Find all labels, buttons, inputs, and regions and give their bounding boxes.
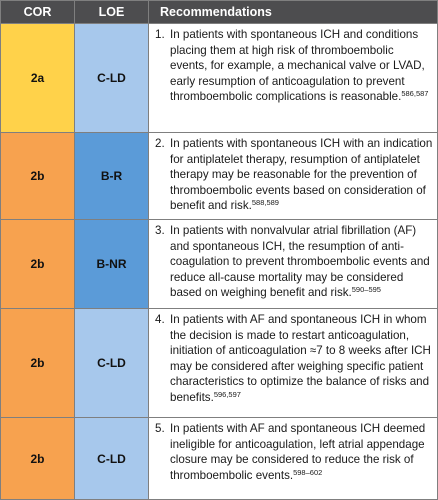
cor-cell: 2b: [0, 308, 75, 418]
reference-superscript: 588,589: [251, 198, 279, 208]
recommendation-text: In patients with spontaneous ICH with an…: [170, 137, 433, 213]
recommendation-number: 2.: [155, 137, 165, 150]
header-recommendations: Recommendations: [148, 0, 438, 24]
recommendation-text: In patients with AF and spontaneous ICH …: [170, 422, 426, 482]
recommendation-number: 3.: [155, 224, 165, 237]
recommendation-text: In patients with spontaneous ICH and con…: [170, 28, 429, 104]
loe-cell: B-NR: [74, 219, 149, 309]
loe-cell: C-LD: [74, 308, 149, 418]
header-loe: LOE: [74, 0, 149, 24]
recommendation-cell: 5. In patients with AF and spontaneous I…: [148, 417, 438, 500]
reference-superscript: 596,597: [213, 389, 241, 399]
recommendation-cell: 3. In patients with nonvalvular atrial f…: [148, 219, 438, 309]
table-row: 2b B-R 2. In patients with spontaneous I…: [0, 132, 438, 220]
loe-cell: B-R: [74, 132, 149, 220]
recommendation-cell: 1. In patients with spontaneous ICH and …: [148, 23, 438, 133]
table-row: 2b B-NR 3. In patients with nonvalvular …: [0, 219, 438, 309]
reference-superscript: 590–595: [351, 285, 381, 295]
cor-cell: 2a: [0, 23, 75, 133]
table-row: 2a C-LD 1. In patients with spontaneous …: [0, 23, 438, 133]
recommendation-number: 1.: [155, 28, 165, 41]
table-row: 2b C-LD 4. In patients with AF and spont…: [0, 308, 438, 418]
reference-superscript: 598–602: [293, 467, 323, 477]
header-cor: COR: [0, 0, 75, 24]
recommendation-number: 4.: [155, 313, 165, 326]
reference-superscript: 586,587: [401, 89, 429, 99]
cor-cell: 2b: [0, 417, 75, 500]
cor-cell: 2b: [0, 219, 75, 309]
recommendation-number: 5.: [155, 422, 165, 435]
recommendation-text: In patients with nonvalvular atrial fibr…: [170, 224, 430, 300]
recommendation-text: In patients with AF and spontaneous ICH …: [170, 313, 431, 404]
cor-cell: 2b: [0, 132, 75, 220]
recommendation-cell: 2. In patients with spontaneous ICH with…: [148, 132, 438, 220]
loe-cell: C-LD: [74, 417, 149, 500]
table-row: 2b C-LD 5. In patients with AF and spont…: [0, 417, 438, 500]
table-header-row: COR LOE Recommendations: [0, 0, 438, 24]
recommendation-cell: 4. In patients with AF and spontaneous I…: [148, 308, 438, 418]
loe-cell: C-LD: [74, 23, 149, 133]
